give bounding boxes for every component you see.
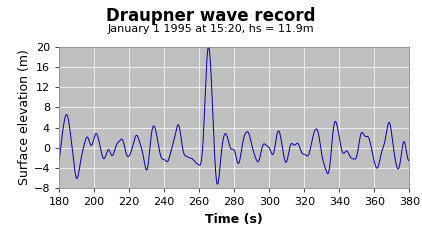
Text: Draupner wave record: Draupner wave record xyxy=(106,7,316,25)
X-axis label: Time (s): Time (s) xyxy=(206,213,263,226)
Text: January 1 1995 at 15:20, hs = 11.9m: January 1 1995 at 15:20, hs = 11.9m xyxy=(108,24,314,34)
Y-axis label: Surface elevation (m): Surface elevation (m) xyxy=(18,50,31,185)
